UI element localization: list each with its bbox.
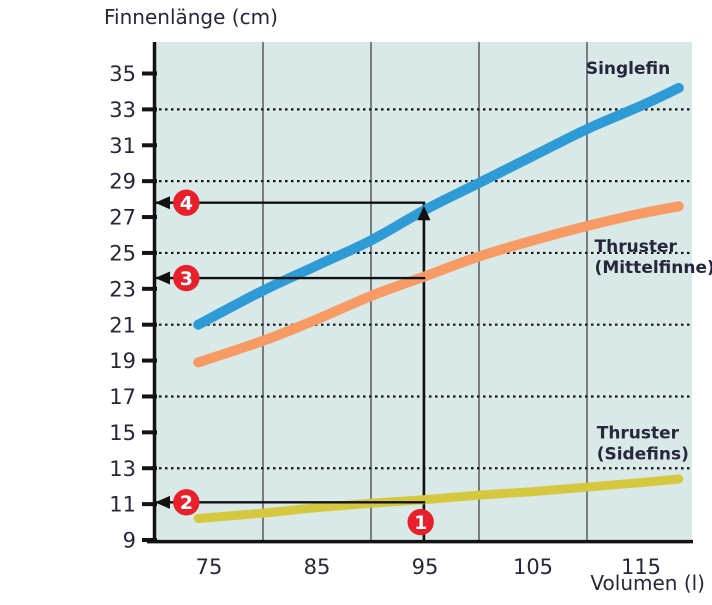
- y-tick-label-21: 21: [109, 313, 136, 337]
- y-tick-label-25: 25: [109, 241, 136, 265]
- y-tick-label-27: 27: [109, 206, 136, 230]
- series-label-thruster-sidefins-line1: Thruster: [597, 423, 680, 443]
- y-tick-label-29: 29: [109, 170, 136, 194]
- series-curve-singlefin: [193, 82, 684, 330]
- y-axis-title: Finnenlänge (cm): [104, 5, 278, 29]
- y-tick-label-11: 11: [109, 493, 136, 517]
- step-marker-circle-4: [173, 189, 200, 216]
- step-marker-number-2: 2: [180, 492, 193, 514]
- x-tick-label-115: 115: [621, 555, 661, 579]
- annotation-arrow-left-3: [155, 271, 170, 285]
- x-axis-title: Volumen (l): [590, 571, 705, 595]
- series-curve-thruster-sidefins: [193, 474, 684, 523]
- step-marker-number-1: 1: [414, 512, 427, 534]
- x-tick-label-75: 75: [196, 555, 223, 579]
- step-marker-number-3: 3: [180, 268, 193, 290]
- y-tick-label-31: 31: [109, 134, 136, 158]
- series-label-thruster-sidefins-line2: (Sidefins): [597, 444, 689, 464]
- step-marker-circle-2: [173, 489, 200, 516]
- x-tick-label-105: 105: [513, 555, 553, 579]
- y-tick-label-33: 33: [109, 98, 136, 122]
- series-label-thruster-mittelfinne-line2: (Mittelfinne): [595, 258, 712, 278]
- y-tick-label-19: 19: [109, 349, 136, 373]
- x-tick-label-85: 85: [304, 555, 331, 579]
- step-marker-number-4: 4: [180, 193, 193, 215]
- annotation-arrow-left-2: [155, 495, 170, 509]
- series-label-thruster-mittelfinne-line1: Thruster: [595, 237, 678, 257]
- series-curve-thruster-mittelfinne: [193, 201, 684, 368]
- annotation-arrow-up-1: [417, 205, 431, 221]
- y-tick-label-35: 35: [109, 62, 136, 86]
- annotation-arrow-left-4: [155, 196, 170, 210]
- x-tick-label-95: 95: [412, 555, 439, 579]
- step-marker-circle-1: [407, 508, 434, 536]
- y-tick-label-9: 9: [123, 529, 136, 553]
- y-tick-label-17: 17: [109, 385, 136, 409]
- y-tick-label-15: 15: [109, 421, 136, 445]
- series-label-singlefin-line1: Singlefin: [586, 59, 670, 79]
- step-marker-circle-3: [173, 264, 200, 292]
- y-tick-label-13: 13: [109, 457, 136, 481]
- y-tick-label-23: 23: [109, 277, 136, 301]
